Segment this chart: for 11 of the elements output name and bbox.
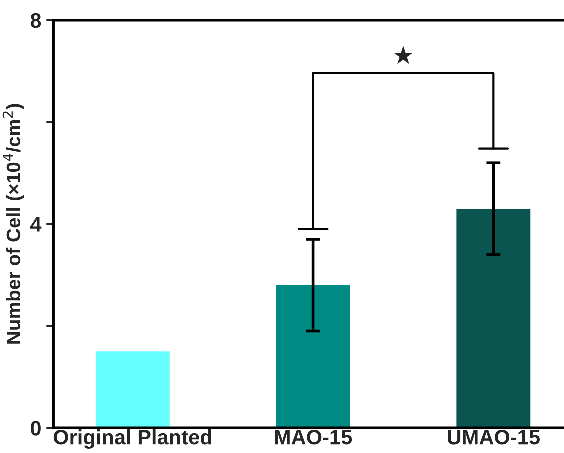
x-tick-label: Original Planted	[54, 429, 212, 449]
y-tick-label: 4	[30, 217, 42, 232]
bar	[96, 352, 170, 428]
x-tick-label: UMAO-15	[448, 430, 540, 445]
x-tick-label: MAO-15	[275, 430, 352, 445]
y-axis-title: Number of Cell (×10$^{4}$/cm$^{2}$)	[2, 104, 24, 344]
y-tick-label: 0	[31, 421, 41, 436]
annotation: ★	[394, 46, 414, 64]
bar	[276, 285, 350, 428]
y-tick-label: 8	[30, 13, 42, 28]
bar	[456, 208, 531, 428]
